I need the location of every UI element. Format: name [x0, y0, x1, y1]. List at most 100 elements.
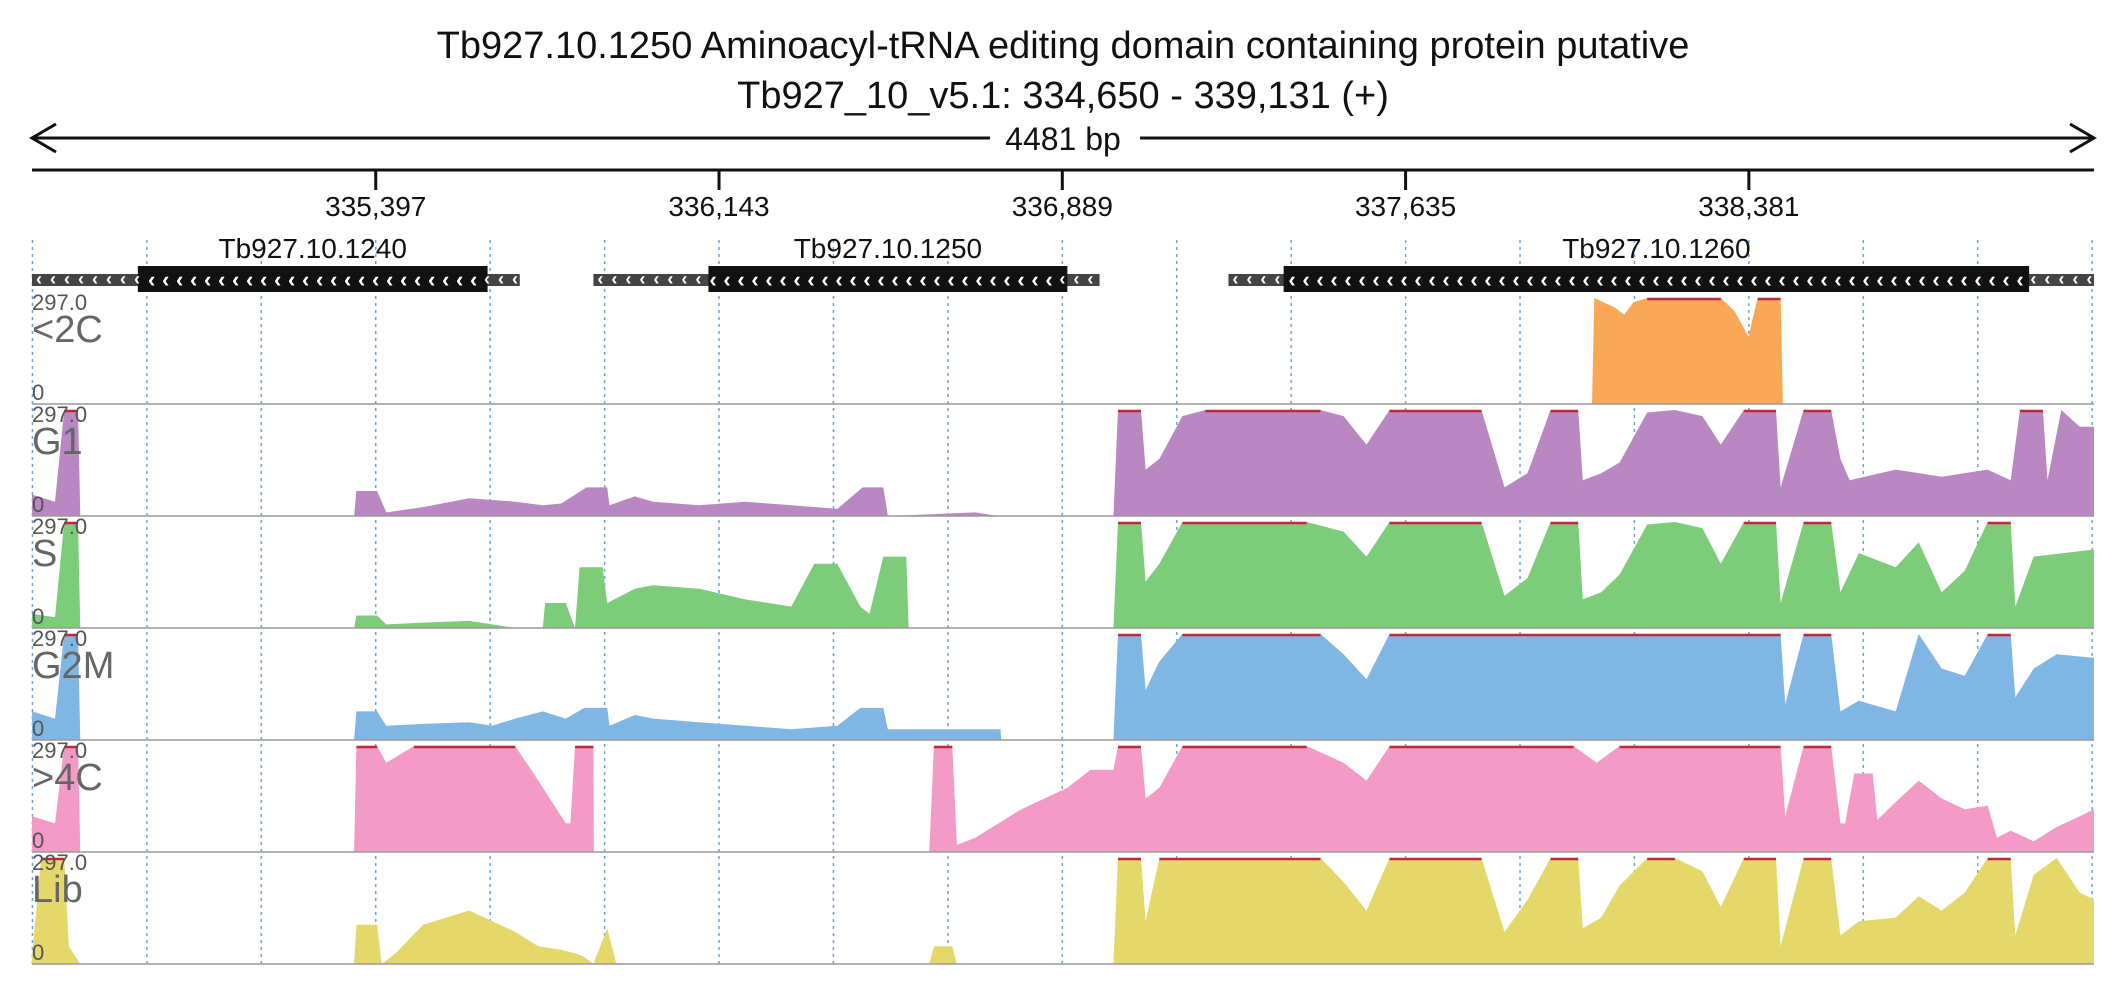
strand-chevron-icon: ‹	[64, 269, 70, 289]
strand-chevron-icon: ‹	[877, 267, 884, 292]
strand-chevron-icon: ‹	[274, 267, 281, 292]
strand-chevron-icon: ‹	[1512, 267, 1519, 292]
strand-chevron-icon: ‹	[498, 269, 504, 289]
strand-chevron-icon: ‹	[512, 269, 518, 289]
strand-chevron-icon: ‹	[807, 267, 814, 292]
strand-chevron-icon: ‹	[933, 267, 940, 292]
strand-chevron-icon: ‹	[947, 267, 954, 292]
gene-label: Tb927.10.1240	[219, 233, 407, 264]
strand-chevron-icon: ‹	[246, 267, 253, 292]
strand-chevron-icon: ‹	[358, 267, 365, 292]
strand-chevron-icon: ‹	[260, 267, 267, 292]
ruler-ticks: 335,397 336,143 336,889 337,635 338,381	[325, 170, 1799, 222]
gene-model[interactable]: ‹ ‹ ‹ ‹ ‹ ‹ ‹ ‹ ‹ ‹ ‹ ‹ ‹ ‹ ‹ ‹ ‹ ‹ ‹ ‹ ‹ ‹ ‹ ‹ ‹ ‹ ‹ ‹ ‹ ‹ ‹ ‹ ‹ ‹ ‹ ‹ Tb92…	[593, 233, 1100, 292]
strand-chevron-icon: ‹	[1274, 269, 1280, 289]
strand-chevron-icon: ‹	[695, 269, 701, 289]
strand-chevron-icon: ‹	[1834, 267, 1841, 292]
strand-chevron-icon: ‹	[1596, 267, 1603, 292]
strand-chevron-icon: ‹	[2058, 269, 2064, 289]
coverage-area	[32, 858, 2094, 964]
strand-chevron-icon: ‹	[1372, 267, 1379, 292]
strand-chevron-icon: ‹	[1031, 267, 1038, 292]
strand-chevron-icon: ‹	[218, 267, 225, 292]
track-name: S	[32, 533, 57, 575]
gene-model[interactable]: ‹ ‹ ‹ ‹ ‹ ‹ ‹ ‹ ‹ ‹ ‹ ‹ ‹ ‹ ‹ ‹ ‹ ‹ ‹ ‹ ‹ ‹ ‹ ‹ ‹ ‹ ‹ ‹ ‹ ‹ ‹ ‹ ‹ ‹ ‹ Tb927…	[32, 233, 520, 292]
strand-chevron-icon: ‹	[1666, 267, 1673, 292]
strand-chevron-icon: ‹	[78, 269, 84, 289]
strand-chevron-icon: ‹	[597, 269, 603, 289]
strand-chevron-icon: ‹	[484, 269, 490, 289]
coverage-area	[1592, 298, 1783, 404]
span-arrow-left-icon	[29, 122, 57, 154]
coverage-area	[32, 522, 2094, 628]
strand-chevron-icon: ‹	[1540, 267, 1547, 292]
ruler-tick-label: 335,397	[325, 191, 426, 222]
strand-chevron-icon: ‹	[1428, 267, 1435, 292]
strand-chevron-icon: ‹	[1862, 267, 1869, 292]
strand-chevron-icon: ‹	[50, 269, 56, 289]
gene-cds	[137, 266, 488, 292]
strand-chevron-icon: ‹	[1484, 267, 1491, 292]
gene-cds	[708, 266, 1068, 292]
strand-chevron-icon: ‹	[1792, 267, 1799, 292]
strand-chevron-icon: ‹	[1708, 267, 1715, 292]
strand-chevron-icon: ‹	[863, 267, 870, 292]
strand-chevron-icon: ‹	[1638, 267, 1645, 292]
strand-chevron-icon: ‹	[1848, 267, 1855, 292]
track-ymax-label: 297.0	[32, 738, 87, 763]
strand-chevron-icon: ‹	[2030, 269, 2036, 289]
coverage-track: 297.0S 0	[32, 514, 2094, 629]
strand-chevron-icon: ‹	[2044, 269, 2050, 289]
ruler-tick-label: 336,889	[1012, 191, 1113, 222]
coverage-area	[32, 410, 2094, 516]
gene-model[interactable]: ‹ ‹ ‹ ‹ ‹ ‹ ‹ ‹ ‹ ‹ ‹ ‹ ‹ ‹ ‹ ‹ ‹ ‹ ‹ ‹ ‹ ‹ ‹ ‹ ‹ ‹ ‹ ‹ ‹ ‹ ‹ ‹ ‹ ‹ ‹ ‹ ‹ ‹ ‹ ‹…	[1228, 233, 2094, 292]
strand-chevrons: ‹ ‹ ‹ ‹ ‹ ‹ ‹ ‹ ‹ ‹ ‹ ‹ ‹ ‹ ‹ ‹ ‹ ‹ ‹ ‹ ‹ ‹ ‹ ‹ ‹ ‹ ‹ ‹ ‹ ‹ ‹ ‹ ‹ ‹ ‹ ‹ ‹ ‹ ‹ ‹…	[1232, 267, 2092, 292]
strand-chevron-icon: ‹	[1918, 267, 1925, 292]
strand-chevron-icon: ‹	[2086, 269, 2092, 289]
strand-chevron-icon: ‹	[106, 269, 112, 289]
strand-chevrons: ‹ ‹ ‹ ‹ ‹ ‹ ‹ ‹ ‹ ‹ ‹ ‹ ‹ ‹ ‹ ‹ ‹ ‹ ‹ ‹ ‹ ‹ ‹ ‹ ‹ ‹ ‹ ‹ ‹ ‹ ‹ ‹ ‹ ‹ ‹ ‹	[597, 267, 1093, 292]
gene-label: Tb927.10.1250	[794, 233, 982, 264]
track-ymin-label: 0	[32, 380, 44, 405]
strand-chevron-icon: ‹	[1470, 267, 1477, 292]
strand-chevron-icon: ‹	[148, 267, 155, 292]
strand-chevron-icon: ‹	[919, 267, 926, 292]
strand-chevron-icon: ‹	[120, 269, 126, 289]
strand-chevron-icon: ‹	[989, 267, 996, 292]
strand-chevron-icon: ‹	[793, 267, 800, 292]
strand-chevron-icon: ‹	[765, 267, 772, 292]
strand-chevron-icon: ‹	[1680, 267, 1687, 292]
strand-chevron-icon: ‹	[723, 267, 730, 292]
strand-chevron-icon: ‹	[1890, 267, 1897, 292]
strand-chevron-icon: ‹	[204, 267, 211, 292]
track-name: Lib	[32, 869, 83, 911]
span-label: 4481 bp	[1005, 121, 1121, 157]
strand-chevron-icon: ‹	[232, 267, 239, 292]
strand-chevron-icon: ‹	[1876, 267, 1883, 292]
strand-chevron-icon: ‹	[1302, 267, 1309, 292]
strand-chevron-icon: ‹	[190, 267, 197, 292]
strand-chevron-icon: ‹	[1073, 269, 1079, 289]
track-ymin-label: 0	[32, 604, 44, 629]
span-arrow-right-icon	[2069, 122, 2097, 154]
ruler-tick-label: 338,381	[1698, 191, 1799, 222]
strand-chevron-icon: ‹	[779, 267, 786, 292]
strand-chevron-icon: ‹	[1722, 267, 1729, 292]
track-name: G2M	[32, 645, 114, 687]
coverage-area	[32, 634, 2094, 740]
coverage-area	[32, 746, 2094, 852]
strand-chevron-icon: ‹	[400, 267, 407, 292]
coverage-track: 297.0G1 0	[32, 402, 2094, 517]
strand-chevron-icon: ‹	[1400, 267, 1407, 292]
strand-chevron-icon: ‹	[1456, 267, 1463, 292]
strand-chevron-icon: ‹	[835, 267, 842, 292]
strand-chevron-icon: ‹	[92, 269, 98, 289]
strand-chevron-icon: ‹	[1960, 267, 1967, 292]
track-ymax-label: 297.0	[32, 290, 87, 315]
strand-chevron-icon: ‹	[961, 267, 968, 292]
strand-chevron-icon: ‹	[709, 267, 716, 292]
strand-chevron-icon: ‹	[1750, 267, 1757, 292]
strand-chevron-icon: ‹	[1988, 267, 1995, 292]
strand-chevron-icon: ‹	[414, 267, 421, 292]
